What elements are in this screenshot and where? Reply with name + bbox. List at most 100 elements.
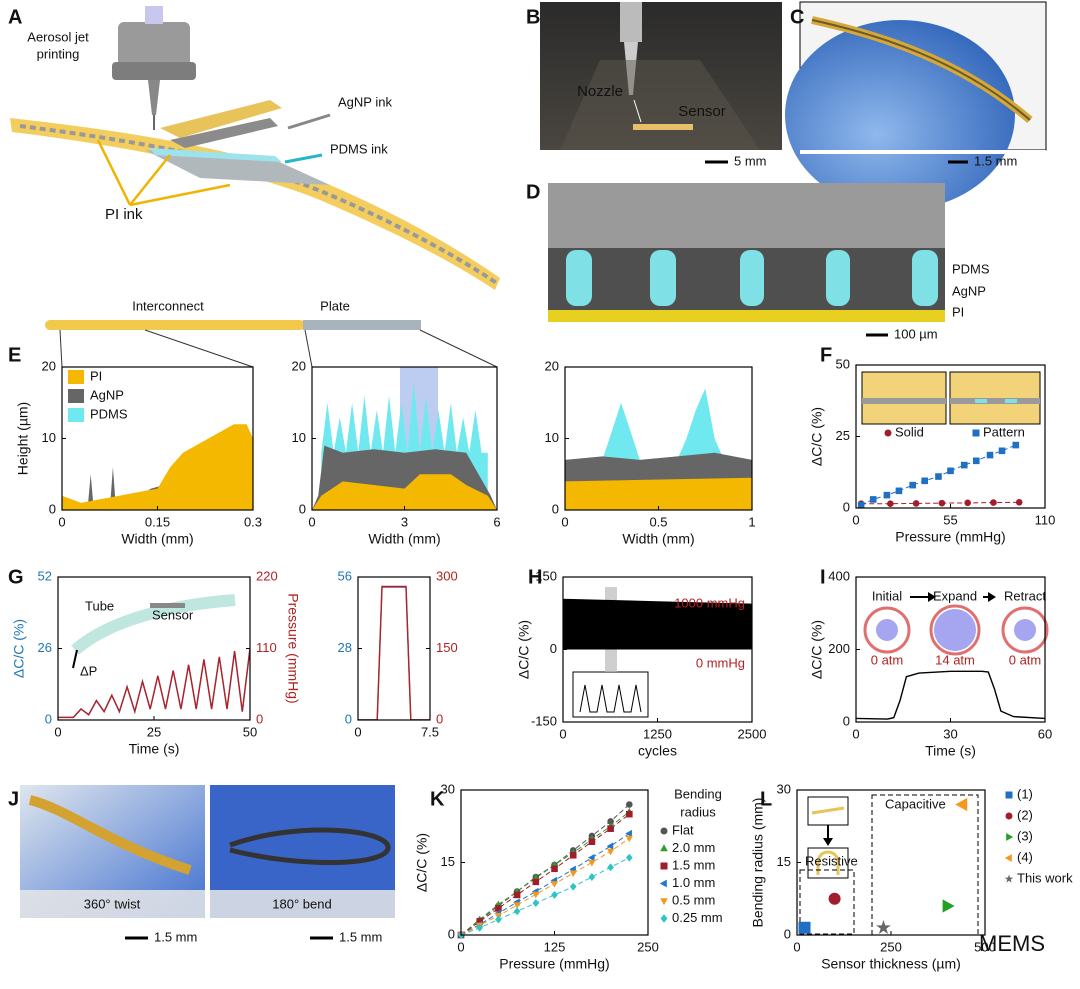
panel-label: B [526, 6, 540, 28]
y-tick-label: 0 [550, 641, 557, 656]
illustration-a: Aerosol jet printing AgNP ink PDMS ink P… [10, 6, 500, 368]
point [938, 499, 946, 507]
y-tick-label: 30 [441, 781, 455, 796]
point [955, 797, 968, 812]
x-axis-label: Width (mm) [121, 531, 193, 547]
photo-c: 1.5 mm [785, 1, 1047, 210]
annotation: Tube [85, 598, 114, 613]
legend-marker [659, 879, 667, 888]
plot-frame [311, 366, 498, 511]
point [625, 829, 632, 838]
y-tick-label: 0 [45, 711, 52, 726]
y-tick-label: 0 [448, 926, 455, 941]
watermark: MEMS [979, 931, 1045, 956]
x-tick-label: 110 [1035, 512, 1056, 527]
annotation: Resistive [805, 853, 858, 868]
point [964, 499, 971, 507]
plot-area [565, 388, 752, 510]
scale-label: 100 µm [894, 326, 938, 341]
point [551, 865, 558, 873]
scale-label: 5 mm [734, 153, 767, 168]
label: Nozzle [577, 83, 623, 100]
x-axis-label: Pressure (mmHg) [895, 529, 1005, 545]
x-tick-label: 25 [147, 724, 161, 739]
x-axis-label: Sensor thickness (µm) [821, 956, 961, 972]
point [513, 891, 521, 899]
label: PI ink [105, 206, 143, 223]
point [513, 902, 521, 909]
layer-label: PI [952, 304, 964, 319]
fit-line [461, 837, 630, 935]
point [550, 881, 559, 888]
legend-marker [660, 827, 668, 835]
fit-line [461, 811, 630, 935]
y-tick-label: 20 [545, 358, 559, 373]
x-tick-label: 250 [880, 939, 902, 954]
annotation: Retract [1004, 588, 1046, 603]
annotation: Expand [933, 588, 977, 603]
y-tick-label: 26 [38, 640, 52, 655]
x-tick-label: 0.3 [244, 514, 262, 529]
point [1012, 441, 1020, 449]
point [495, 915, 502, 924]
y-tick-label: 20 [292, 358, 306, 373]
plot-frame [796, 789, 986, 936]
point [569, 882, 577, 891]
plot-frame [357, 576, 431, 721]
legend-marker [1004, 874, 1014, 883]
y-axis-label: ΔC/C (%) [516, 620, 532, 679]
legend-label: (4) [1017, 849, 1033, 864]
point [990, 499, 997, 506]
line [358, 585, 430, 720]
y-tick-label: 30 [777, 781, 791, 796]
panel-label: I [820, 566, 826, 588]
y-tick-label: 10 [545, 430, 559, 445]
point [532, 899, 540, 908]
layer-label: AgNP [952, 283, 986, 298]
y-tick-label: 15 [777, 854, 791, 869]
point [495, 905, 502, 912]
y-tick-label: 15 [441, 854, 455, 869]
panel-label: E [8, 344, 21, 366]
y-axis-label: ΔC/C (%) [809, 407, 825, 466]
x-tick-label: 0 [54, 724, 61, 739]
legend-label: AgNP [90, 387, 124, 402]
label: Aerosol jet [27, 29, 89, 44]
area [62, 424, 253, 510]
point [960, 461, 968, 469]
x-tick-label: 6 [493, 514, 500, 529]
line [58, 648, 250, 718]
x-tick-label: 0 [354, 724, 361, 739]
x-tick-label: 250 [637, 939, 659, 954]
y2-tick-label: 0 [436, 711, 443, 726]
plot-area [312, 381, 497, 510]
y-tick-label: 0 [784, 926, 791, 941]
y-tick-label: 28 [338, 640, 352, 655]
y-tick-label: 0 [843, 499, 850, 514]
band [563, 598, 752, 650]
legend-marker [660, 844, 668, 852]
plot-frame [460, 789, 649, 936]
fit-line [461, 813, 630, 935]
y-axis-label: ΔC/C (%) [11, 619, 27, 678]
point [626, 810, 633, 818]
legend-swatch [68, 408, 84, 422]
x-tick-label: 50 [243, 724, 257, 739]
fit-line [461, 857, 630, 935]
panel-label: H [528, 566, 542, 588]
y-tick-label: 52 [38, 568, 52, 583]
point [986, 451, 994, 459]
point [532, 891, 540, 899]
legend-marker [972, 429, 980, 437]
scale-label: 1.5 mm [154, 929, 197, 944]
legend-marker [660, 862, 668, 870]
legend-label: Flat [672, 822, 694, 837]
y-tick-label: 400 [828, 568, 850, 583]
point [588, 859, 596, 867]
label: printing [37, 46, 80, 61]
point [606, 842, 614, 850]
panel-label: C [790, 6, 804, 28]
annotation: Capacitive [885, 796, 946, 811]
